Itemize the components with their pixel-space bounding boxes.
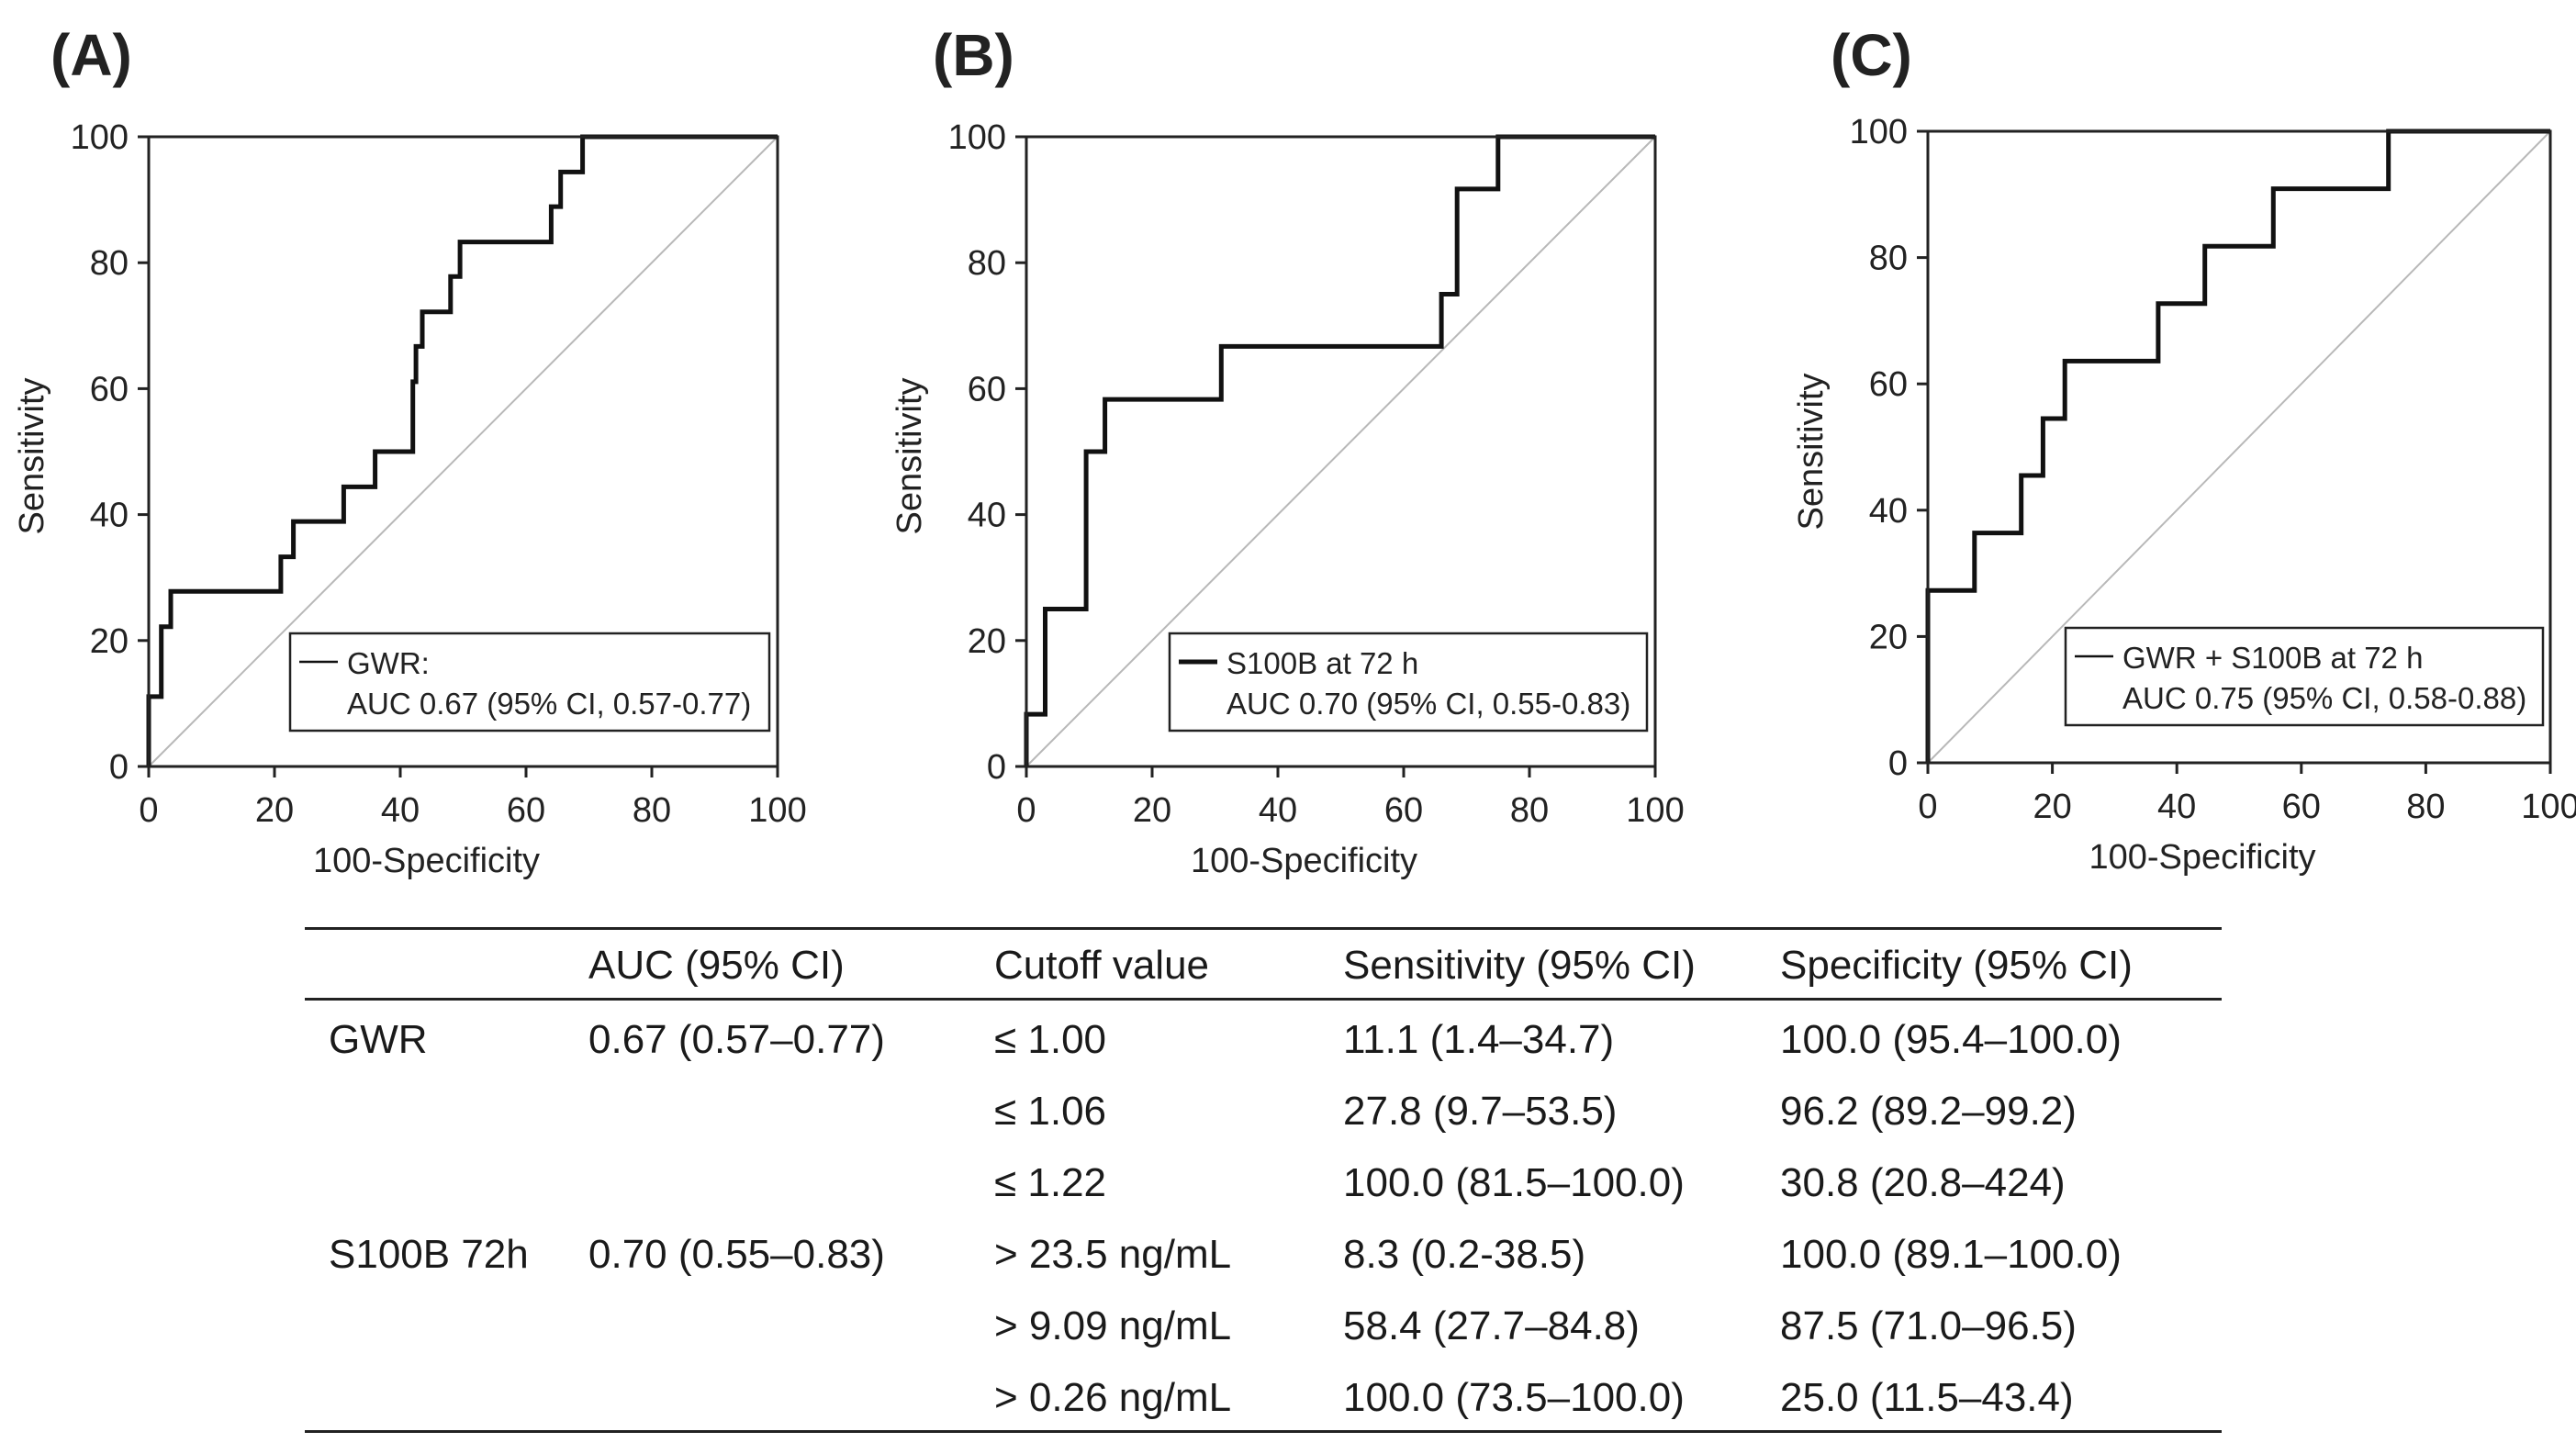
legend-box <box>2064 626 2545 727</box>
plot-frame <box>147 135 779 768</box>
y-tick-label: 0 <box>1888 744 1908 783</box>
plot-frame <box>1025 135 1657 768</box>
legend-entry: S100B at 72 h <box>1226 646 1418 680</box>
y-axis-label: Sensitivity <box>890 377 929 534</box>
y-tick-label: 20 <box>1869 618 1908 656</box>
panel-label: (A) <box>50 22 132 88</box>
x-tick-label: 0 <box>139 791 158 830</box>
y-tick-label: 20 <box>968 622 1006 661</box>
y-tick-label: 100 <box>948 118 1006 157</box>
x-tick-label: 60 <box>507 791 545 830</box>
y-tick-label: 100 <box>71 118 129 157</box>
legend: GWR: AUC 0.67 (95% CI, 0.57-0.77) <box>288 632 771 733</box>
x-tick-label: 40 <box>1259 791 1297 830</box>
roc-panel-c: (C) 0 20 40 60 80 100 0 20 40 60 80 100 100-Specifici… <box>1792 22 2576 877</box>
x-axis-label: 100-Specificity <box>1191 842 1417 880</box>
y-tick-label: 60 <box>968 370 1006 408</box>
legend-auc-text: AUC 0.67 (95% CI, 0.57-0.77) <box>347 687 751 721</box>
x-axis-label: 100-Specificity <box>313 842 540 880</box>
panel-label: (B) <box>933 22 1014 88</box>
y-axis-label: Sensitivity <box>13 377 51 534</box>
y-tick-label: 40 <box>968 497 1006 535</box>
legend-box <box>288 632 771 733</box>
panel-label: (C) <box>1831 22 1912 88</box>
roc-curve <box>1925 129 2550 763</box>
y-tick-label: 80 <box>968 244 1006 283</box>
x-tick-label: 80 <box>2406 788 2445 826</box>
x-tick-label: 0 <box>1016 791 1036 830</box>
legend-entry: GWR + S100B at 72 h <box>2122 641 2423 675</box>
x-axis-label: 100-Specificity <box>2089 838 2315 877</box>
legend: S100B at 72 h AUC 0.70 (95% CI, 0.55-0.83… <box>1168 632 1649 733</box>
y-tick-label: 0 <box>987 748 1006 787</box>
y-tick-label: 100 <box>1850 113 1908 151</box>
reference-diagonal <box>1025 136 1656 767</box>
x-tick-label: 20 <box>1133 791 1171 830</box>
x-tick-label: 20 <box>2033 788 2071 826</box>
y-tick-label: 60 <box>1869 365 1908 404</box>
legend-auc-text: AUC 0.70 (95% CI, 0.55-0.83) <box>1226 687 1630 721</box>
x-tick-label: 80 <box>1510 791 1549 830</box>
x-tick-label: 100 <box>748 791 806 830</box>
roc-curve <box>146 134 778 766</box>
y-tick-label: 40 <box>1869 492 1908 531</box>
reference-diagonal <box>148 136 778 767</box>
legend-box <box>1168 632 1649 733</box>
x-tick-label: 60 <box>1384 791 1423 830</box>
y-tick-label: 60 <box>90 370 129 408</box>
roc-curve <box>1024 134 1655 766</box>
x-tick-label: 20 <box>255 791 294 830</box>
y-tick-label: 40 <box>90 497 129 535</box>
x-tick-label: 60 <box>2282 788 2321 826</box>
x-tick-label: 40 <box>381 791 420 830</box>
legend-entry: GWR: <box>347 646 430 680</box>
y-tick-label: 80 <box>90 244 129 283</box>
roc-panel-a: (A) 0 20 40 60 80 100 0 20 40 60 80 100 100-Specifici… <box>13 22 807 880</box>
x-tick-label: 0 <box>1918 788 1937 826</box>
reference-diagonal <box>1927 130 2551 764</box>
x-tick-label: 100 <box>1626 791 1684 830</box>
legend-auc-text: AUC 0.75 (95% CI, 0.58-0.88) <box>2122 681 2526 715</box>
legend: GWR + S100B at 72 h AUC 0.75 (95% CI, 0.5… <box>2064 626 2545 727</box>
y-axis-label: Sensitivity <box>1792 373 1831 530</box>
x-tick-label: 100 <box>2521 788 2576 826</box>
x-tick-label: 40 <box>2157 788 2196 826</box>
x-tick-label: 80 <box>633 791 671 830</box>
y-tick-label: 20 <box>90 622 129 661</box>
roc-panel-b: (B) 0 20 40 60 80 100 0 20 40 60 80 100 100-Specifici… <box>890 22 1685 880</box>
plot-frame <box>1926 129 2552 765</box>
y-tick-label: 80 <box>1869 240 1908 278</box>
y-tick-label: 0 <box>109 748 129 787</box>
